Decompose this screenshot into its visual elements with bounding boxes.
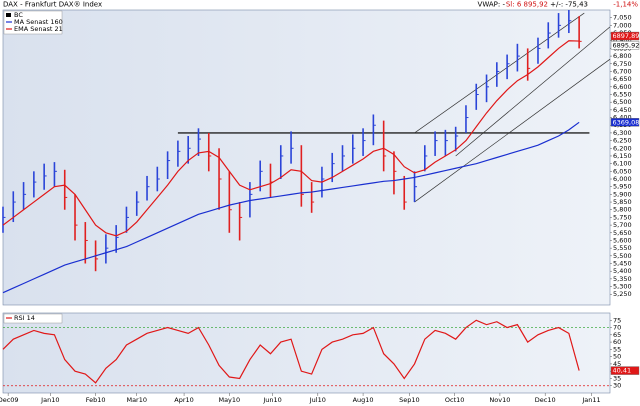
y-tick-label: 5,600 bbox=[613, 236, 632, 244]
x-tick-label: Jun10 bbox=[262, 396, 281, 404]
y-tick-label: 5,850 bbox=[613, 198, 632, 206]
header-change-pct: -1,14% bbox=[613, 1, 638, 9]
legend-label: RSI 14 bbox=[14, 314, 35, 322]
price-tag bbox=[610, 41, 640, 50]
price-tag-label: 6369,08 bbox=[613, 118, 640, 126]
trend-line bbox=[414, 12, 585, 134]
x-tick-label: Nov10 bbox=[489, 396, 510, 404]
price-tag bbox=[610, 366, 640, 375]
y-tick-label: 60 bbox=[613, 338, 621, 346]
x-tick-label: Jul10 bbox=[309, 396, 326, 404]
y-tick-label: 5,400 bbox=[613, 267, 632, 275]
y-tick-label: 6,750 bbox=[613, 60, 632, 68]
legend-label: BC bbox=[14, 11, 23, 19]
y-tick-label: 30 bbox=[613, 382, 621, 390]
header-last: Sl: 6 895,92 bbox=[506, 1, 548, 9]
y-tick-label: 6,250 bbox=[613, 137, 632, 145]
y-tick-label: 70 bbox=[613, 324, 621, 332]
y-tick-label: 6,650 bbox=[613, 75, 632, 83]
legend-label: EMA Senast 21 bbox=[14, 25, 63, 33]
y-tick-label: 6,450 bbox=[613, 106, 632, 114]
x-tick-label: Mar10 bbox=[126, 396, 147, 404]
price-tag-label: 40,41 bbox=[613, 367, 632, 375]
y-tick-label: 5,300 bbox=[613, 283, 632, 291]
x-tick-label: May10 bbox=[218, 396, 240, 404]
x-tick-label: Dec10 bbox=[535, 396, 556, 404]
legend-label: MA Senast 160 bbox=[14, 18, 63, 26]
y-tick-label: 65 bbox=[613, 331, 621, 339]
x-tick-label: Jan11 bbox=[581, 396, 600, 404]
y-tick-label: 50 bbox=[613, 353, 621, 361]
y-tick-label: 5,750 bbox=[613, 213, 632, 221]
x-tick-label: Jan10 bbox=[40, 396, 59, 404]
y-tick-label: 6,000 bbox=[613, 175, 632, 183]
series-line bbox=[2, 40, 580, 237]
y-tick-label: 6,700 bbox=[613, 67, 632, 75]
price-tag-label: 6895,92 bbox=[613, 41, 640, 49]
trend-line bbox=[414, 58, 611, 203]
y-tick-label: 7,000 bbox=[613, 21, 632, 29]
y-tick-label: 6,150 bbox=[613, 152, 632, 160]
legend-box bbox=[3, 10, 63, 35]
y-tick-label: 45 bbox=[613, 360, 621, 368]
y-tick-label: 6,500 bbox=[613, 98, 632, 106]
y-tick-label: 6,800 bbox=[613, 52, 632, 60]
x-tick-label: Apr10 bbox=[174, 396, 194, 404]
y-tick-label: 6,900 bbox=[613, 37, 632, 45]
legend-box bbox=[3, 313, 63, 324]
header-title: DAX - Frankfurt DAX® Index bbox=[3, 1, 102, 9]
series-line bbox=[2, 121, 580, 294]
y-tick-label: 55 bbox=[613, 345, 621, 353]
header-vwap: VWAP: - bbox=[478, 1, 506, 9]
y-tick-label: 5,900 bbox=[613, 190, 632, 198]
x-tick-label: Aug10 bbox=[353, 396, 374, 404]
y-tick-label: 6,100 bbox=[613, 160, 632, 168]
y-tick-label: 75 bbox=[613, 316, 621, 324]
y-tick-label: 5,350 bbox=[613, 275, 632, 283]
y-tick-label: 6,200 bbox=[613, 144, 632, 152]
x-tick-label: Oct10 bbox=[445, 396, 465, 404]
rsi-panel bbox=[2, 312, 611, 394]
y-tick-label: 5,500 bbox=[613, 252, 632, 260]
x-tick-label: Feb10 bbox=[86, 396, 106, 404]
x-tick-label: Sep10 bbox=[399, 396, 420, 404]
y-tick-label: 5,550 bbox=[613, 244, 632, 252]
series-line bbox=[2, 319, 580, 384]
y-tick-label: 7,050 bbox=[613, 14, 632, 22]
y-tick-label: 6,300 bbox=[613, 129, 632, 137]
y-tick-label: 6,550 bbox=[613, 91, 632, 99]
x-tick-label: Dec09 bbox=[0, 396, 19, 404]
trend-line bbox=[455, 26, 611, 157]
price-tag-label: 6897,89 bbox=[613, 32, 640, 40]
price-panel bbox=[2, 9, 611, 306]
price-tag bbox=[610, 31, 640, 41]
y-tick-label: 6,400 bbox=[613, 114, 632, 122]
price-tag bbox=[610, 118, 640, 127]
y-tick-label: 6,600 bbox=[613, 83, 632, 91]
y-tick-label: 6,050 bbox=[613, 167, 632, 175]
header-change: +/-: -75,43 bbox=[550, 1, 588, 9]
y-tick-label: 5,650 bbox=[613, 229, 632, 237]
y-tick-label: 5,950 bbox=[613, 183, 632, 191]
legend-swatch bbox=[6, 13, 11, 17]
y-tick-label: 5,800 bbox=[613, 206, 632, 214]
y-tick-label: 5,250 bbox=[613, 290, 632, 298]
y-tick-label: 5,450 bbox=[613, 260, 632, 268]
y-tick-label: 35 bbox=[613, 374, 621, 382]
y-tick-label: 5,700 bbox=[613, 221, 632, 229]
